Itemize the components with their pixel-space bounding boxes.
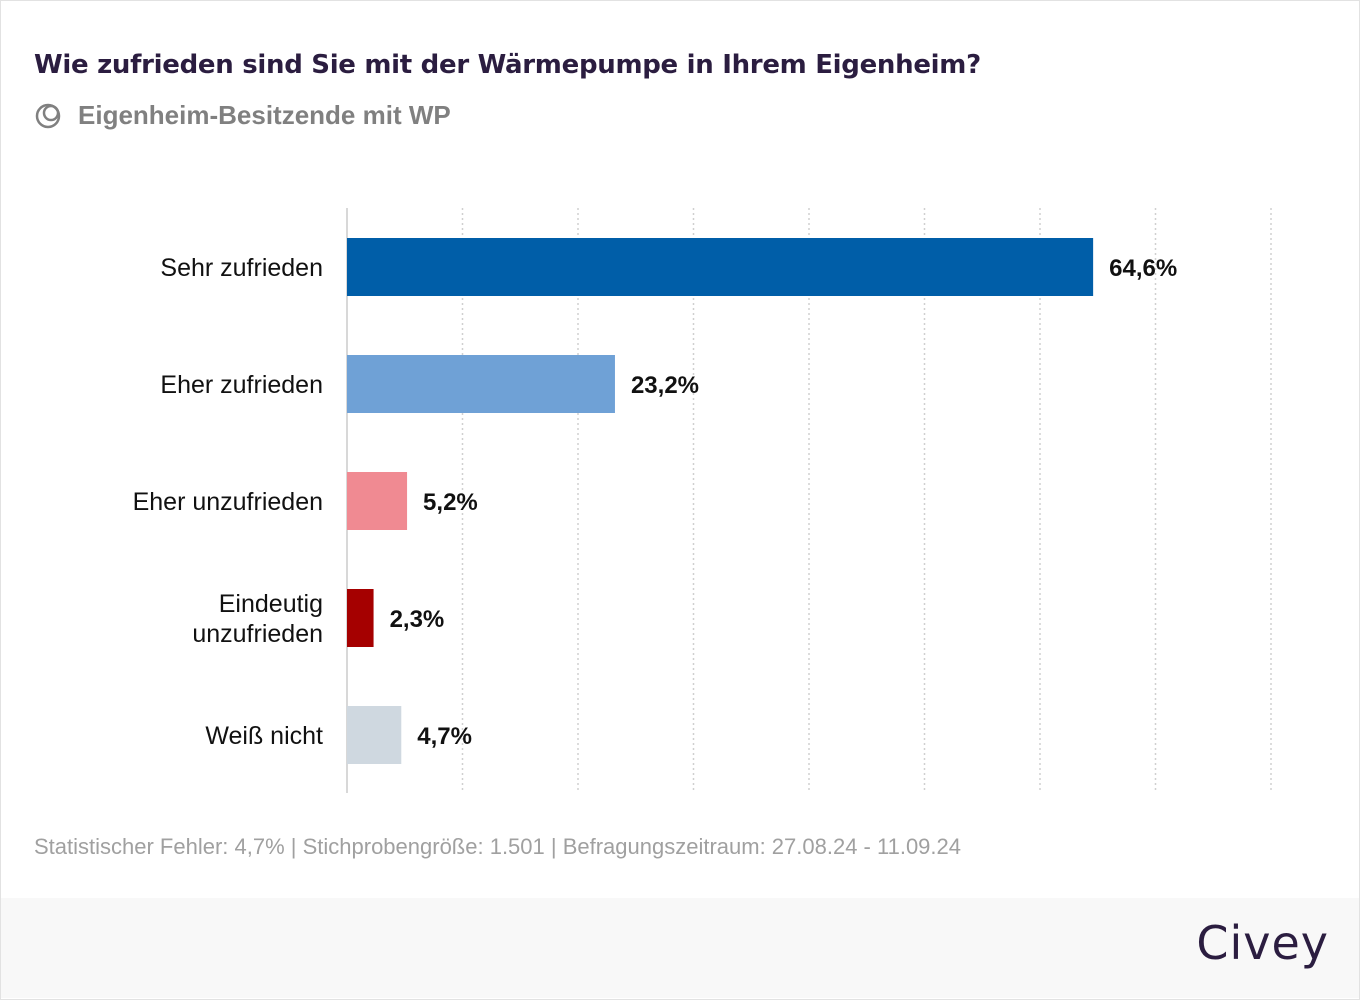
bar [347, 589, 374, 647]
subtitle-text: Eigenheim-Besitzende mit WP [78, 100, 451, 130]
bar [347, 706, 402, 764]
data-label: 23,2% [631, 372, 699, 399]
bar [347, 355, 615, 413]
data-label: 2,3% [390, 606, 445, 633]
data-label: 4,7% [417, 723, 472, 750]
data-label: 5,2% [423, 489, 478, 516]
bar-chart: 64,6% Sehr zufrieden 23,2% Eher zufrieden 5,… [133, 208, 1272, 793]
category-label: Eindeutig unzufrieden [192, 590, 323, 648]
bar [347, 238, 1094, 296]
civey-logo: Civey [1196, 916, 1329, 970]
data-label: 64,6% [1109, 255, 1177, 282]
category-label: Eher zufrieden [160, 371, 323, 399]
bar [347, 472, 408, 530]
category-label: Sehr zufrieden [160, 254, 323, 282]
footer: Civey [1, 898, 1359, 998]
chart-title: Wie zufrieden sind Sie mit der Wärmepump… [34, 50, 981, 80]
subtitle: Eigenheim-Besitzende mit WP [34, 100, 451, 131]
category-label: Weiß nicht [205, 722, 323, 750]
category-label: Eher unzufrieden [133, 488, 323, 516]
target-group-icon [35, 103, 61, 128]
survey-note: Statistischer Fehler: 4,7% | Stichproben… [34, 834, 961, 859]
